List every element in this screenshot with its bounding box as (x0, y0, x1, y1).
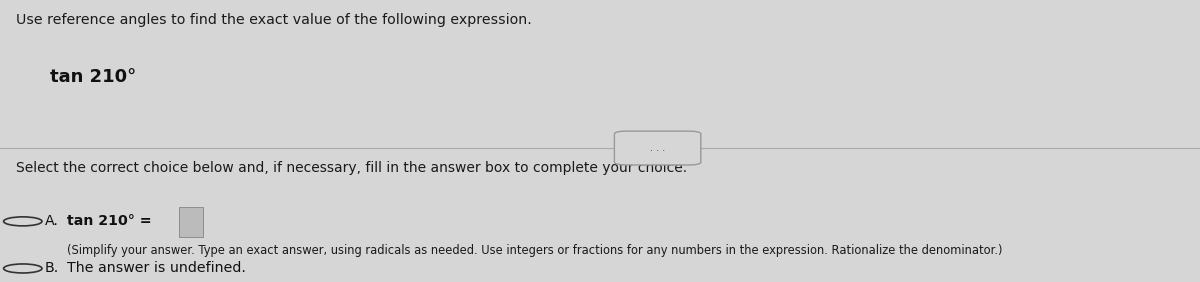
Text: A.: A. (44, 214, 59, 228)
FancyBboxPatch shape (179, 207, 203, 237)
Text: tan 210° =: tan 210° = (67, 214, 152, 228)
Text: Use reference angles to find the exact value of the following expression.: Use reference angles to find the exact v… (16, 13, 532, 27)
Text: Select the correct choice below and, if necessary, fill in the answer box to com: Select the correct choice below and, if … (16, 161, 686, 175)
Text: tan 210°: tan 210° (50, 68, 137, 86)
Text: B.: B. (44, 261, 59, 276)
Text: . . .: . . . (650, 143, 665, 153)
Text: The answer is undefined.: The answer is undefined. (67, 261, 246, 276)
Text: (Simplify your answer. Type an exact answer, using radicals as needed. Use integ: (Simplify your answer. Type an exact ans… (67, 244, 1003, 257)
FancyBboxPatch shape (614, 131, 701, 165)
